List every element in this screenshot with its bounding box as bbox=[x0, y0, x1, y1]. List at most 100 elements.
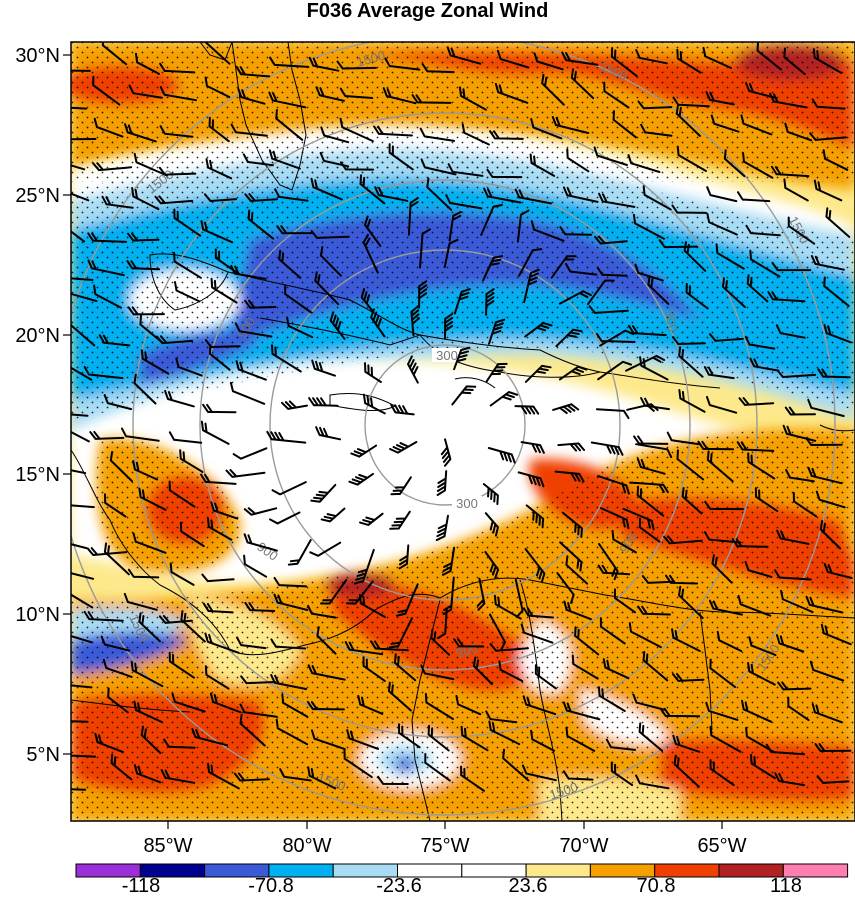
wind-barb bbox=[636, 457, 666, 475]
wind-barb bbox=[787, 696, 810, 722]
wind-barb bbox=[594, 235, 628, 245]
wind-barb bbox=[358, 593, 386, 618]
range-ring-1500 bbox=[71, 42, 836, 816]
wind-barb bbox=[280, 400, 308, 410]
wind-barb bbox=[521, 764, 557, 782]
wind-barb bbox=[640, 397, 670, 411]
wind-barb bbox=[444, 312, 454, 340]
wind-barb bbox=[489, 643, 529, 652]
wind-barb bbox=[311, 359, 336, 377]
wind-barb bbox=[201, 573, 235, 583]
wind-barb bbox=[706, 186, 738, 203]
wind-barb bbox=[209, 692, 242, 714]
wind-barb bbox=[777, 681, 812, 691]
wind-barb bbox=[488, 318, 506, 345]
wind-barb bbox=[489, 613, 506, 651]
wind-barb bbox=[336, 60, 377, 70]
wind-barb bbox=[756, 42, 782, 71]
wind-barb bbox=[310, 230, 350, 239]
wind-barb bbox=[86, 547, 128, 556]
wind-barb bbox=[398, 723, 421, 749]
colorbar-labels: -118 -70.8 -23.6 23.6 70.8 118 bbox=[122, 875, 802, 897]
wind-barb bbox=[310, 483, 337, 503]
wind-barb bbox=[171, 692, 206, 713]
wind-barbs bbox=[71, 42, 853, 792]
wind-barb bbox=[673, 754, 700, 788]
wind-barb bbox=[205, 158, 233, 180]
wind-barb bbox=[343, 749, 373, 779]
wind-barb bbox=[71, 459, 87, 475]
wind-barb bbox=[98, 334, 131, 347]
wind-barb bbox=[390, 476, 412, 496]
wind-barb bbox=[562, 512, 583, 538]
wind-barb bbox=[587, 279, 615, 306]
wind-barb bbox=[284, 284, 313, 314]
wind-barb bbox=[359, 174, 386, 205]
wind-barb bbox=[825, 207, 851, 238]
wind-barb bbox=[524, 548, 546, 583]
wind-barb bbox=[234, 322, 273, 338]
wind-barb bbox=[703, 366, 735, 380]
wind-barb bbox=[93, 117, 124, 138]
wind-barb bbox=[613, 588, 636, 614]
wind-barb bbox=[427, 724, 450, 752]
coastlines bbox=[71, 42, 855, 821]
wind-barb bbox=[71, 418, 90, 443]
wind-barb bbox=[362, 656, 386, 682]
wind-barb bbox=[120, 427, 160, 442]
wind-barb bbox=[574, 626, 600, 656]
wind-barb bbox=[440, 438, 452, 467]
wind-barb bbox=[593, 146, 628, 166]
wind-barb bbox=[484, 551, 500, 579]
wind-barb bbox=[169, 562, 195, 586]
wind-barb bbox=[665, 574, 699, 585]
wind-barb bbox=[140, 349, 170, 375]
wind-barb bbox=[339, 117, 374, 143]
wind-barb bbox=[534, 664, 557, 690]
wind-barb bbox=[310, 177, 343, 201]
wind-barb bbox=[160, 769, 196, 784]
wind-barb bbox=[484, 512, 499, 537]
wind-barb bbox=[109, 450, 133, 482]
lat-label-10n: 10°N bbox=[15, 604, 60, 626]
wind-barb bbox=[446, 46, 482, 65]
ring-label-300-north: 300 bbox=[436, 348, 458, 363]
wind-barb bbox=[445, 194, 483, 210]
wind-barb bbox=[805, 437, 843, 447]
wind-barb bbox=[493, 594, 522, 620]
wind-barb bbox=[744, 335, 776, 350]
wind-barb bbox=[208, 116, 230, 143]
wind-barb bbox=[126, 260, 161, 271]
wind-barb bbox=[744, 560, 773, 578]
wind-barb bbox=[159, 86, 197, 102]
wind-barb bbox=[629, 481, 669, 494]
wind-barb bbox=[103, 493, 127, 518]
wind-barb bbox=[776, 529, 810, 545]
wind-barb bbox=[123, 592, 158, 611]
wind-barb bbox=[168, 431, 203, 444]
wind-barb bbox=[782, 424, 817, 442]
wind-barb bbox=[418, 280, 428, 309]
wind-barb bbox=[460, 765, 485, 792]
range-ring-300 bbox=[364, 344, 526, 506]
wind-barb bbox=[393, 653, 417, 682]
colorbar-label-5: 118 bbox=[770, 875, 802, 897]
plot-frame bbox=[70, 41, 855, 822]
wind-barb bbox=[745, 224, 781, 237]
wind-barb bbox=[485, 288, 495, 316]
wind-barb bbox=[522, 607, 554, 619]
wind-barb bbox=[530, 118, 563, 140]
wind-barb bbox=[458, 86, 487, 111]
wind-barb bbox=[533, 52, 564, 71]
longitude-labels: 85°W 80°W 75°W 70°W 65°W bbox=[143, 835, 746, 857]
lon-label-75w: 75°W bbox=[420, 835, 469, 857]
wind-barb bbox=[522, 695, 557, 716]
wind-barb bbox=[563, 600, 592, 621]
wind-barb bbox=[716, 630, 743, 652]
wind-barb bbox=[127, 232, 160, 242]
wind-barb bbox=[208, 344, 231, 371]
wind-barb bbox=[784, 406, 816, 416]
wind-barb bbox=[424, 692, 454, 720]
lon-label-85w: 85°W bbox=[143, 835, 192, 857]
wind-barb bbox=[704, 500, 744, 511]
